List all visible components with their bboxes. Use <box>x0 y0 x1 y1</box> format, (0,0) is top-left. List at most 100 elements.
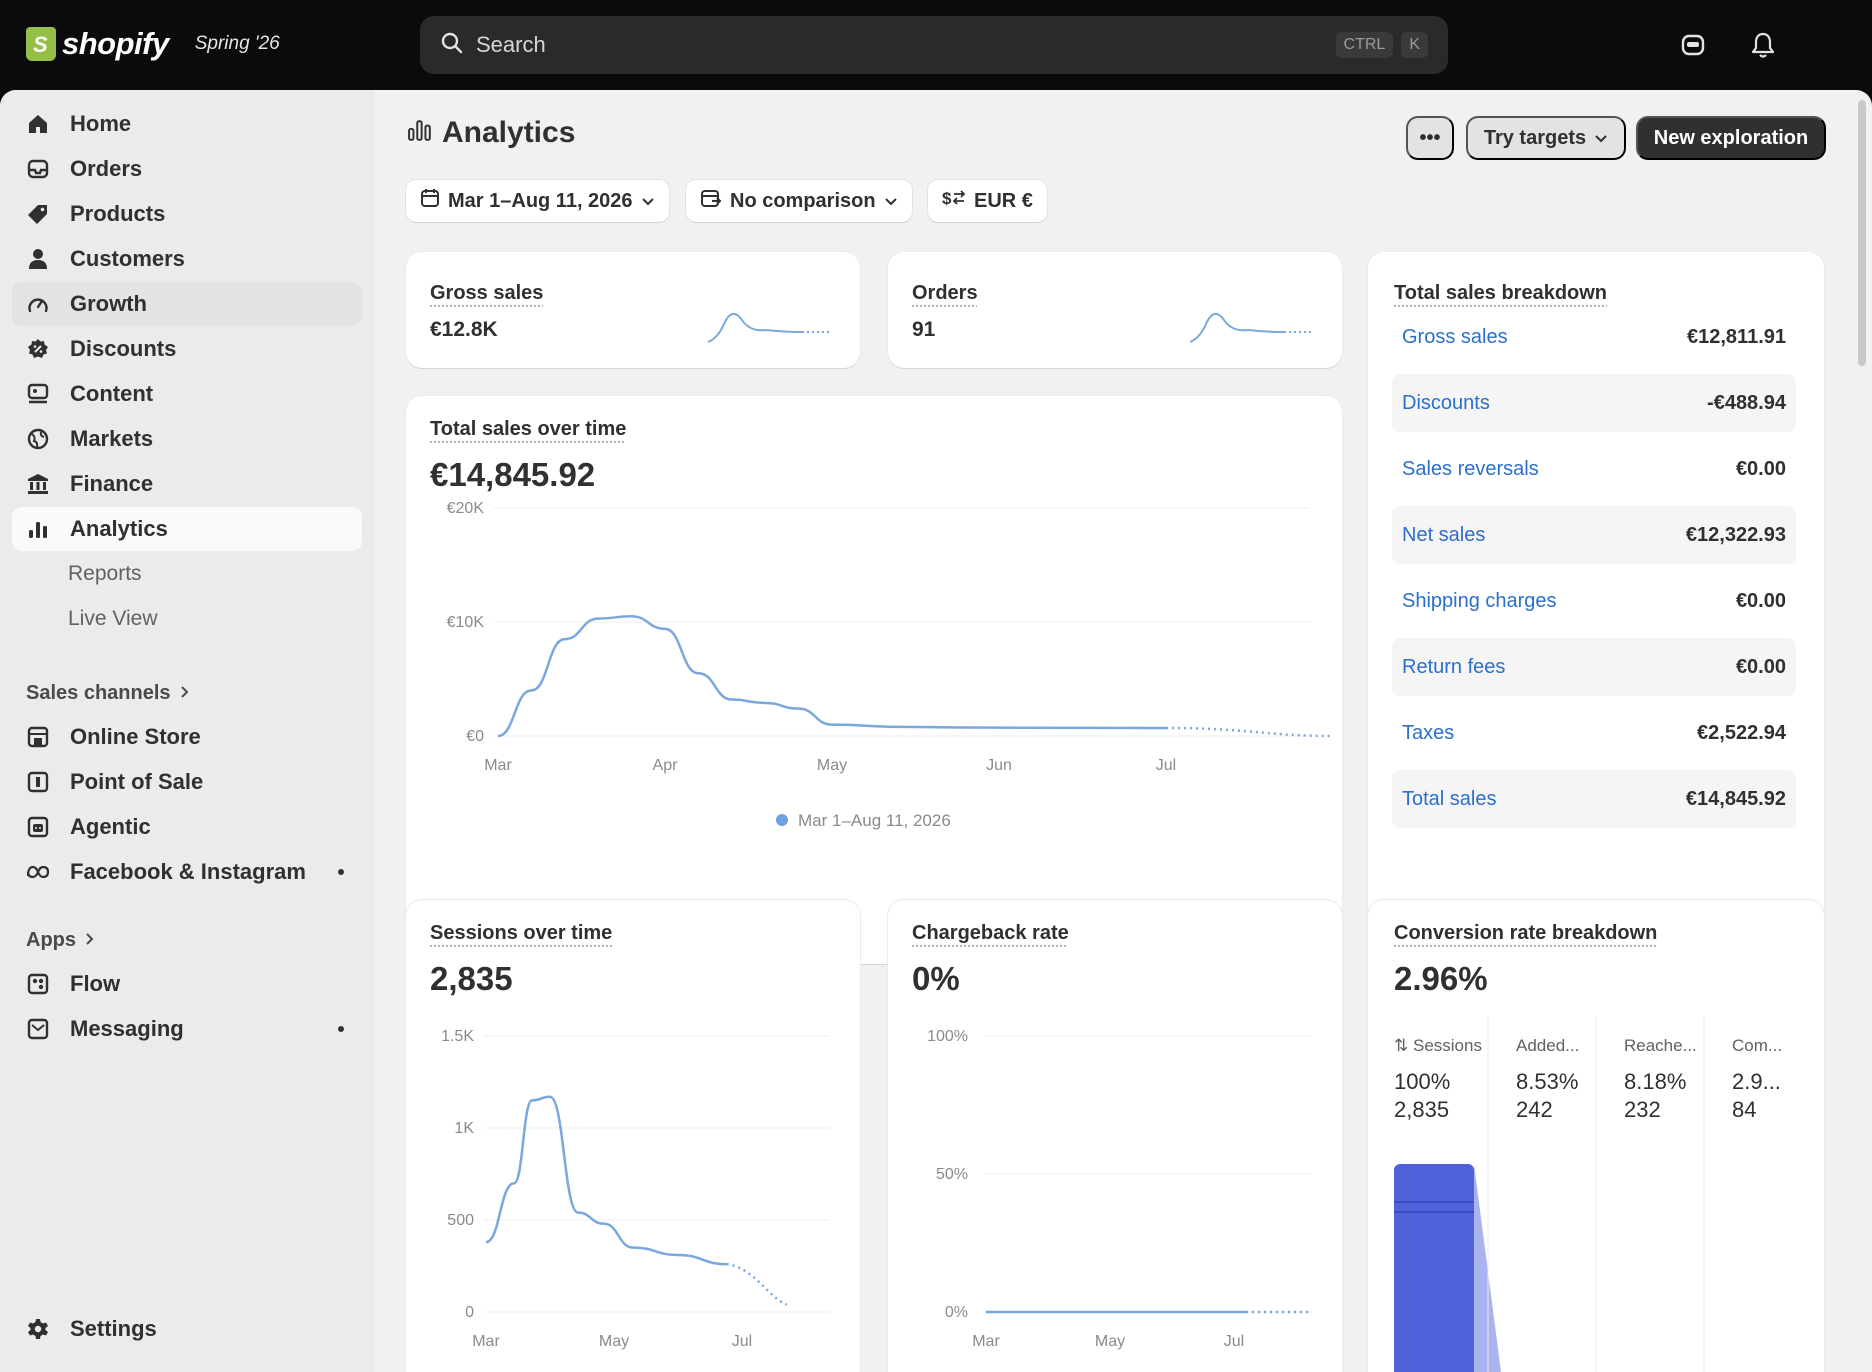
funnel-step-count: 84 <box>1732 1097 1757 1122</box>
comparison-label: No comparison <box>730 189 876 212</box>
sort-icon: ⇅ <box>1394 1036 1409 1055</box>
card-title: Sessions over time <box>430 922 613 944</box>
breakdown-label[interactable]: Return fees <box>1402 655 1506 678</box>
sidebar-item-settings[interactable]: Settings <box>12 1307 362 1351</box>
card-title: Gross sales <box>430 282 544 304</box>
breakdown-label[interactable]: Total sales <box>1402 787 1497 810</box>
date-range-picker[interactable]: Mar 1–Aug 11, 2026 <box>406 180 669 222</box>
notification-dot <box>338 1026 344 1032</box>
breakdown-row-net-sales[interactable]: Net sales €12,322.93 <box>1392 506 1796 564</box>
series-line <box>497 615 1167 738</box>
scrollbar-thumb[interactable] <box>1858 100 1866 366</box>
y-tick-label: 1K <box>454 1120 474 1137</box>
breakdown-row-gross-sales[interactable]: Gross sales €12,811.91 <box>1392 308 1796 366</box>
more-actions-button[interactable]: ••• <box>1406 116 1454 160</box>
notification-bell-icon[interactable] <box>1746 28 1780 62</box>
home-icon <box>26 112 50 136</box>
sales-channels-heading[interactable]: Sales channels <box>12 671 362 715</box>
chargeback-rate-card[interactable]: Chargeback rate 0% 0% 50% 100% Mar May Jul <box>888 900 1342 1372</box>
conversion-funnel-chart <box>1394 1016 1705 1372</box>
x-tick-label: Jul <box>732 1333 752 1350</box>
search-bar[interactable]: CTRL K <box>420 16 1448 74</box>
y-tick-label: 1.5K <box>441 1028 474 1045</box>
sidebar-item-home[interactable]: Home <box>12 102 362 146</box>
orders-sparkline <box>1189 313 1312 343</box>
sidebar-item-label: Home <box>70 111 132 136</box>
sidebar-item-discounts[interactable]: Discounts <box>12 327 362 371</box>
sidebar-item-label: Discounts <box>70 336 177 361</box>
chart-bar-icon <box>408 116 432 150</box>
orders-card[interactable]: Orders 91 <box>888 252 1342 368</box>
sessions-over-time-card[interactable]: Sessions over time 2,835 0 500 1K 1.5K Mar Ma… <box>406 900 860 1372</box>
sidebar-item-growth[interactable]: Growth <box>12 282 362 326</box>
sidebar-item-flow[interactable]: Flow <box>12 962 362 1006</box>
breakdown-row-return-fees[interactable]: Return fees €0.00 <box>1392 638 1796 696</box>
gear-icon <box>26 1317 50 1341</box>
sidebar-item-products[interactable]: Products <box>12 192 362 236</box>
conversion-rate-breakdown-card[interactable]: Conversion rate breakdown 2.96% ⇅ Sessio… <box>1368 900 1824 1372</box>
breakdown-label[interactable]: Gross sales <box>1402 325 1508 348</box>
breakdown-label[interactable]: Discounts <box>1402 391 1490 414</box>
breakdown-row-discounts[interactable]: Discounts -€488.94 <box>1392 374 1796 432</box>
sidebar-item-customers[interactable]: Customers <box>12 237 362 281</box>
sidekick-icon[interactable] <box>1676 28 1710 62</box>
breakdown-label[interactable]: Taxes <box>1402 721 1455 744</box>
chargeback-line-chart: 0% 50% 100% Mar May Jul <box>927 1028 1312 1350</box>
funnel-step-reached-checkout[interactable]: Reache... 8.18% 232 <box>1624 1032 1697 1124</box>
search-input[interactable] <box>476 32 1328 58</box>
comparison-picker[interactable]: No comparison <box>686 180 912 222</box>
x-tick-label: Jul <box>1224 1333 1244 1350</box>
funnel-step-sessions[interactable]: ⇅ Sessions 100% 2,835 <box>1394 1032 1482 1124</box>
x-tick-label: May <box>817 757 847 774</box>
sidebar-item-messaging[interactable]: Messaging <box>12 1007 362 1051</box>
funnel-step-name: Added... <box>1516 1036 1580 1055</box>
breakdown-row-sales-reversals[interactable]: Sales reversals €0.00 <box>1392 440 1796 498</box>
sidebar-item-reports[interactable]: Reports <box>68 562 142 585</box>
sidebar-item-analytics[interactable]: Analytics <box>12 507 362 551</box>
gauge-icon <box>26 292 50 316</box>
currency-picker[interactable]: $ EUR € <box>928 180 1047 222</box>
series-line-projection <box>726 1262 788 1306</box>
sidebar-item-facebook-instagram[interactable]: Facebook & Instagram <box>12 850 362 894</box>
person-icon <box>26 247 50 271</box>
series-line-projection <box>1165 726 1334 738</box>
sidebar-item-live-view[interactable]: Live View <box>68 607 158 630</box>
x-tick-label: Apr <box>653 757 679 774</box>
try-targets-button[interactable]: Try targets <box>1466 116 1626 160</box>
funnel-step-name: Sessions <box>1412 1036 1482 1055</box>
chevron-down-icon <box>641 190 655 213</box>
breakdown-value: €2,522.94 <box>1697 721 1786 744</box>
sidebar-item-agentic[interactable]: Agentic <box>12 805 362 849</box>
sidebar-item-online-store[interactable]: Online Store <box>12 715 362 759</box>
sidebar-item-point-of-sale[interactable]: Point of Sale <box>12 760 362 804</box>
agentic-icon <box>26 815 50 839</box>
sidebar-item-content[interactable]: Content <box>12 372 362 416</box>
breakdown-label[interactable]: Net sales <box>1402 523 1486 546</box>
sidebar-item-label: Flow <box>70 971 121 996</box>
y-tick-label: 0% <box>945 1304 968 1321</box>
breakdown-label[interactable]: Sales reversals <box>1402 457 1539 480</box>
funnel-connector <box>1474 1164 1501 1372</box>
total-sales-breakdown-card[interactable]: Total sales breakdown Gross sales €12,811… <box>1368 252 1824 964</box>
flow-icon <box>26 972 50 996</box>
gross-sales-card[interactable]: Gross sales €12.8K <box>406 252 860 368</box>
sales-channels-label: Sales channels <box>26 681 171 704</box>
total-sales-over-time-card[interactable]: Total sales over time €14,845.92 €0 €10K €… <box>406 396 1342 964</box>
funnel-step-added-to-cart[interactable]: Added... 8.53% 242 <box>1516 1032 1579 1124</box>
breakdown-row-total-sales[interactable]: Total sales €14,845.92 <box>1392 770 1796 828</box>
shopify-logo[interactable]: shopify Spring '26 <box>26 26 280 62</box>
sidebar-item-markets[interactable]: Markets <box>12 417 362 461</box>
calendar-icon <box>420 188 440 214</box>
sidebar-item-finance[interactable]: Finance <box>12 462 362 506</box>
breakdown-value: €12,322.93 <box>1685 523 1786 546</box>
breakdown-row-shipping-charges[interactable]: Shipping charges €0.00 <box>1392 572 1796 630</box>
apps-heading[interactable]: Apps <box>12 918 362 962</box>
sidebar-item-label: Analytics <box>70 516 168 541</box>
sidebar-item-orders[interactable]: Orders <box>12 147 362 191</box>
funnel-step-completed[interactable]: Com... 2.9... 84 <box>1732 1032 1782 1124</box>
breakdown-label[interactable]: Shipping charges <box>1402 589 1557 612</box>
new-exploration-button[interactable]: New exploration <box>1636 116 1826 160</box>
breakdown-row-taxes[interactable]: Taxes €2,522.94 <box>1392 704 1796 762</box>
messaging-icon <box>26 1017 50 1041</box>
page-title-text: Analytics <box>442 116 576 149</box>
